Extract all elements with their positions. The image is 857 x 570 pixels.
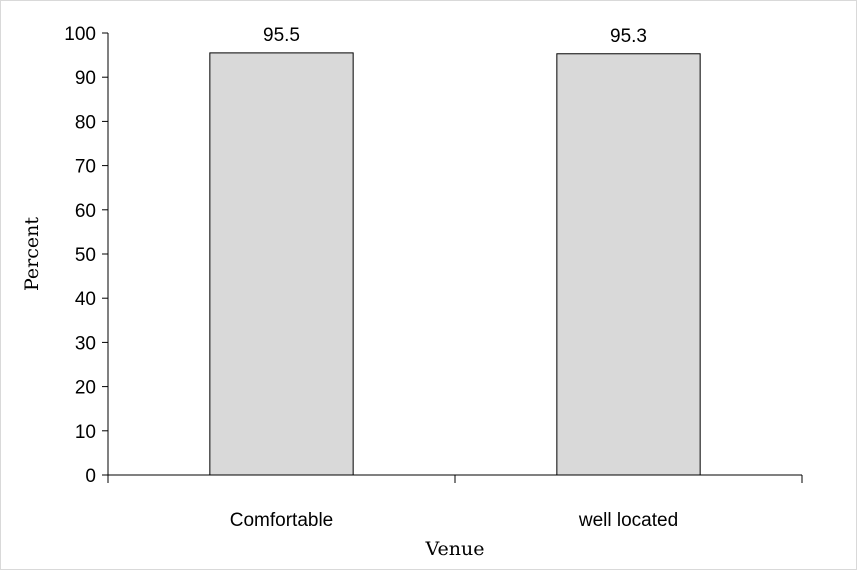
bar	[556, 53, 701, 476]
bar	[209, 52, 354, 476]
y-tick-label: 60	[75, 201, 96, 222]
x-axis-title: Venue	[425, 538, 485, 560]
x-category-label: Comfortable	[230, 510, 334, 531]
data-label: 95.5	[263, 25, 300, 46]
y-tick-label: 100	[64, 24, 96, 45]
y-tick-label: 50	[75, 245, 96, 266]
y-axis-title: Percent	[21, 217, 43, 291]
y-tick-label: 20	[75, 378, 96, 399]
bars: 95.5 95.3	[209, 25, 701, 476]
y-tick-label: 0	[85, 466, 96, 487]
x-axis-ticks: Comfortable well located	[107, 475, 803, 531]
x-category-label: well located	[578, 510, 678, 531]
y-tick-label: 70	[75, 157, 96, 178]
y-tick-label: 10	[75, 422, 96, 443]
data-label: 95.3	[610, 26, 647, 47]
y-tick-label: 90	[75, 68, 96, 89]
y-tick-label: 40	[75, 289, 96, 310]
y-tick-label: 80	[75, 112, 96, 133]
y-tick-label: 30	[75, 333, 96, 354]
y-axis-ticks: 0 10 20 30 40 50 60 70 80 90 100	[64, 24, 108, 487]
